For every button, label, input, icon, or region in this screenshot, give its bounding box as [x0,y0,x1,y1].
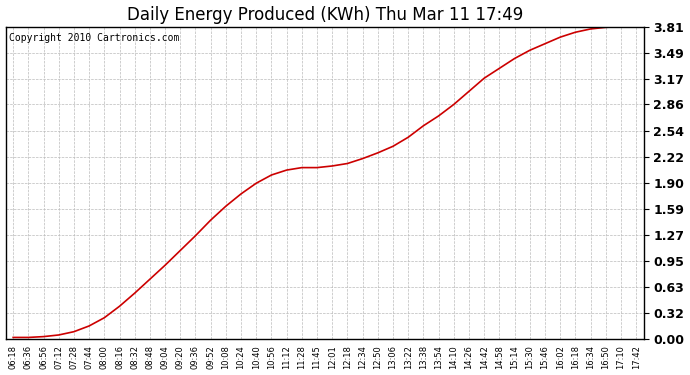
Text: Copyright 2010 Cartronics.com: Copyright 2010 Cartronics.com [9,33,179,43]
Title: Daily Energy Produced (KWh) Thu Mar 11 17:49: Daily Energy Produced (KWh) Thu Mar 11 1… [126,6,523,24]
